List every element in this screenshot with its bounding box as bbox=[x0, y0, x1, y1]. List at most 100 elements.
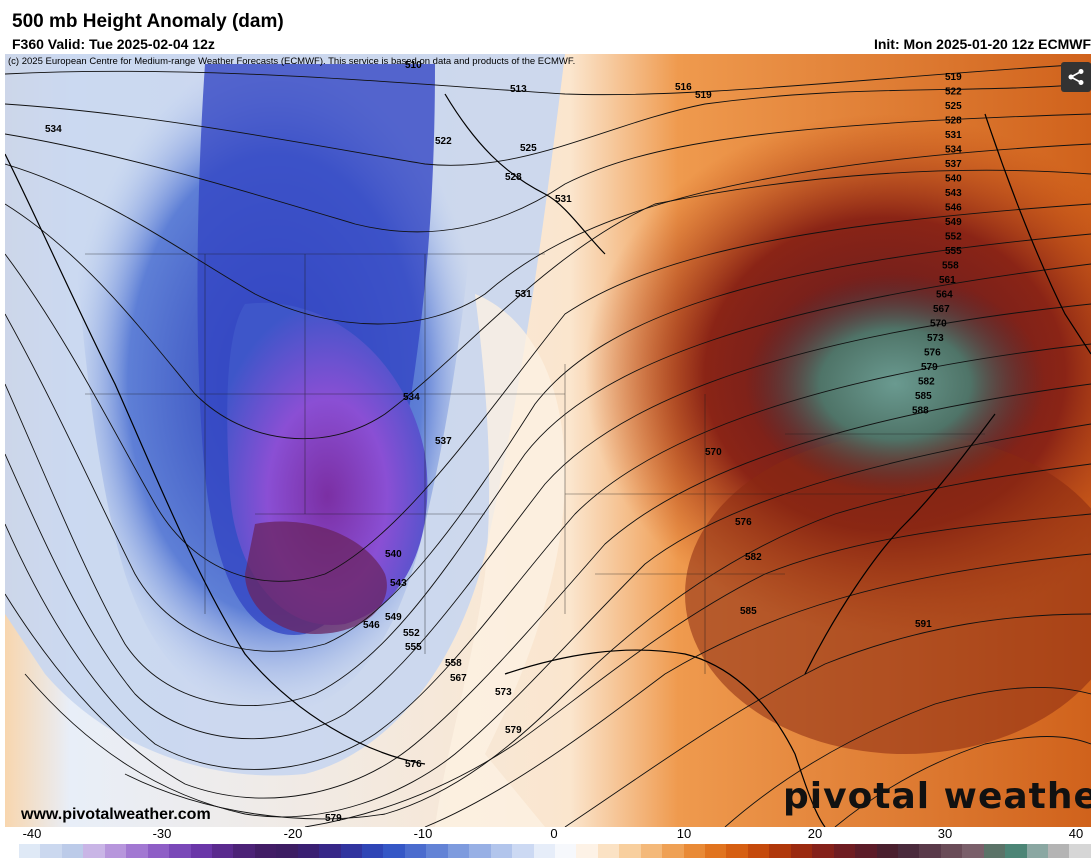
contour-label: 516 bbox=[675, 82, 692, 93]
colorbar-swatch bbox=[190, 844, 212, 858]
colorbar-swatch bbox=[147, 844, 170, 858]
colorbar-swatch bbox=[211, 844, 234, 858]
contour-label: 519 bbox=[695, 90, 712, 101]
contour-label: 576 bbox=[735, 517, 752, 528]
colorbar-swatch bbox=[40, 844, 62, 858]
share-button[interactable] bbox=[1061, 62, 1091, 92]
contour-label: 537 bbox=[945, 159, 962, 170]
colorbar-swatch bbox=[61, 844, 84, 858]
contour-label: 591 bbox=[915, 619, 932, 630]
colorbar-swatch bbox=[726, 844, 748, 858]
colorbar-swatch bbox=[940, 844, 963, 858]
contour-label: 534 bbox=[45, 124, 62, 135]
contour-label: 570 bbox=[705, 447, 722, 458]
anomaly-map[interactable]: 510 513 516 519 522 525 528 531 534 531 534 537 540 5… bbox=[5, 54, 1091, 827]
political-borders bbox=[85, 253, 985, 674]
contour-label: 573 bbox=[927, 333, 944, 344]
colorbar-tick-labels: -40 -30 -20 -10 0 10 20 30 40 bbox=[0, 826, 1091, 844]
contour-label: 546 bbox=[945, 203, 962, 214]
colorbar-tick: -10 bbox=[413, 826, 433, 841]
contour-label: 558 bbox=[942, 261, 959, 272]
coastlines bbox=[5, 93, 1091, 827]
colorbar-swatch bbox=[83, 844, 105, 858]
map-title: 500 mb Height Anomaly (dam) bbox=[12, 11, 284, 32]
colorbar-swatch bbox=[619, 844, 641, 858]
colorbar-swatch bbox=[705, 844, 727, 858]
contour-label: 579 bbox=[505, 725, 522, 736]
colorbar-tick: 10 bbox=[676, 826, 692, 841]
contour-label: 555 bbox=[405, 642, 422, 653]
colorbar-swatch bbox=[897, 844, 920, 858]
contour-label: 579 bbox=[921, 362, 938, 373]
contour-label: 528 bbox=[505, 172, 522, 183]
contour-label: 552 bbox=[403, 628, 420, 639]
height-contours bbox=[5, 63, 1091, 827]
colorbar-swatch bbox=[254, 844, 277, 858]
colorbar-swatch bbox=[662, 844, 684, 858]
colorbar-swatch bbox=[447, 844, 470, 858]
colorbar-tick: 20 bbox=[807, 826, 823, 841]
colorbar-swatch bbox=[962, 844, 984, 858]
contour-label: 549 bbox=[945, 217, 962, 228]
contour-label: 561 bbox=[939, 275, 956, 286]
colorbar-swatch bbox=[383, 844, 405, 858]
contour-label: 579 bbox=[325, 813, 342, 824]
colorbar-swatch bbox=[855, 844, 877, 858]
colorbar-tick: 30 bbox=[937, 826, 953, 841]
colorbar-swatch bbox=[319, 844, 341, 858]
contour-label: 549 bbox=[385, 612, 402, 623]
contour-label: 522 bbox=[945, 87, 962, 98]
contour-label: 573 bbox=[495, 687, 512, 698]
contour-label: 570 bbox=[930, 319, 947, 330]
colorbar-swatch bbox=[597, 844, 620, 858]
contour-label: 552 bbox=[945, 232, 962, 243]
colorbar-swatch bbox=[469, 844, 491, 858]
contour-label: 564 bbox=[936, 290, 953, 301]
colorbar-swatch bbox=[1069, 844, 1091, 858]
contour-label: 525 bbox=[945, 101, 962, 112]
contour-label: 528 bbox=[945, 116, 962, 127]
colorbar-tick: -20 bbox=[283, 826, 303, 841]
colorbar-swatch bbox=[876, 844, 898, 858]
contour-label: 531 bbox=[945, 130, 962, 141]
contour-label: 543 bbox=[945, 188, 962, 199]
colorbar-swatch bbox=[983, 844, 1006, 858]
colorbar-swatch bbox=[340, 844, 362, 858]
valid-time: F360 Valid: Tue 2025-02-04 12z bbox=[12, 36, 215, 52]
contour-label: 576 bbox=[405, 759, 422, 770]
colorbar-swatch bbox=[490, 844, 513, 858]
colorbar-swatch bbox=[1026, 844, 1048, 858]
colorbar-tick: 0 bbox=[550, 826, 558, 841]
colorbar-swatch bbox=[790, 844, 813, 858]
colorbar-swatch bbox=[233, 844, 255, 858]
contour-label: 522 bbox=[435, 136, 452, 147]
colorbar-swatch bbox=[769, 844, 791, 858]
contour-label: 582 bbox=[918, 377, 935, 388]
colorbar-swatch bbox=[683, 844, 705, 858]
site-url[interactable]: www.pivotalweather.com bbox=[21, 806, 211, 823]
contour-label: 513 bbox=[510, 84, 527, 95]
contour-label: 525 bbox=[520, 143, 537, 154]
contour-label: 546 bbox=[363, 620, 380, 631]
colorbar-swatch bbox=[640, 844, 663, 858]
colorbar-swatch bbox=[404, 844, 427, 858]
contour-label: 555 bbox=[945, 246, 962, 257]
colorbar-swatch bbox=[276, 844, 298, 858]
contour-label: 510 bbox=[405, 60, 422, 71]
contour-label: 534 bbox=[403, 392, 420, 403]
colorbar-swatch bbox=[812, 844, 834, 858]
contour-label: 567 bbox=[933, 304, 950, 315]
colorbar-swatch bbox=[126, 844, 148, 858]
contour-label: 531 bbox=[555, 194, 572, 205]
colorbar-swatch bbox=[533, 844, 555, 858]
colorbar-swatch bbox=[169, 844, 191, 858]
contour-label: 558 bbox=[445, 658, 462, 669]
init-time: Init: Mon 2025-01-20 12z ECMWF bbox=[873, 36, 1091, 52]
colorbar-swatch bbox=[1005, 844, 1027, 858]
data-credit: (c) 2025 European Centre for Medium-rang… bbox=[8, 56, 576, 67]
colorbar-swatch bbox=[747, 844, 770, 858]
share-icon bbox=[1068, 69, 1084, 85]
colorbar-swatch bbox=[104, 844, 127, 858]
colorbar-tick: -30 bbox=[152, 826, 172, 841]
